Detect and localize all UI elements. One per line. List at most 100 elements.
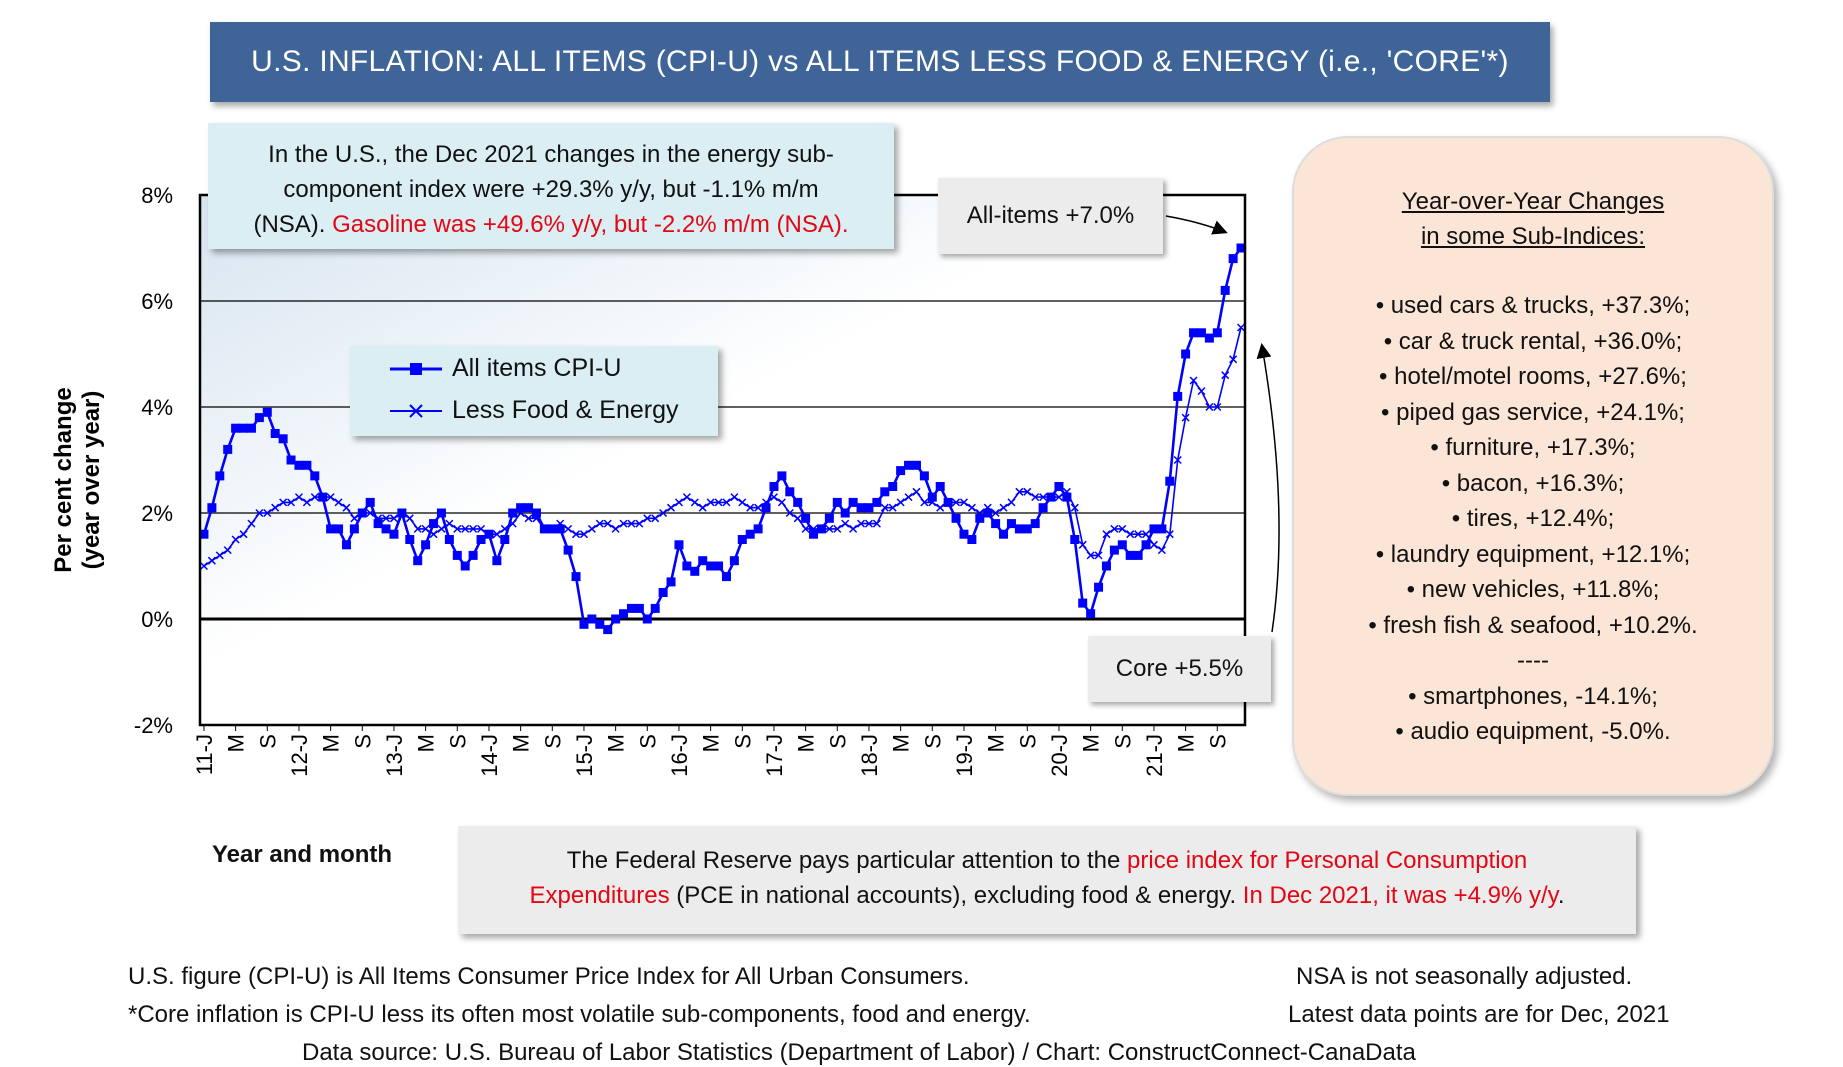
data-point	[1141, 540, 1151, 550]
data-point	[1014, 524, 1024, 534]
data-point	[666, 577, 676, 587]
data-point	[1237, 323, 1246, 332]
data-point	[896, 466, 906, 476]
data-point	[199, 529, 209, 539]
data-point	[516, 508, 525, 518]
data-point	[667, 503, 676, 512]
fed-note-pce-value: In Dec 2021, it was +4.9% y/y	[1242, 882, 1558, 909]
data-point	[215, 471, 225, 481]
data-point	[975, 508, 984, 518]
data-point	[389, 529, 399, 539]
data-point	[1221, 371, 1230, 380]
y-tick-label: 4%	[141, 395, 173, 420]
x-tick-label: M	[414, 734, 439, 752]
data-point	[975, 513, 985, 523]
plot-background	[200, 195, 1245, 725]
data-point	[1228, 254, 1238, 264]
sub-index-item: • car & truck rental, +36.0%;	[1383, 327, 1683, 355]
data-point	[1133, 550, 1143, 560]
data-point	[444, 535, 454, 544]
data-point	[714, 498, 723, 507]
data-point	[991, 508, 1000, 518]
data-point	[382, 514, 391, 523]
sub-indices-heading-line1: Year-over-Year Changes	[1401, 188, 1665, 215]
data-point	[1022, 524, 1032, 534]
data-point	[1149, 540, 1158, 549]
sub-indices-box: Year-over-Year Changes in some Sub-Indic…	[1292, 136, 1774, 796]
data-point	[1086, 609, 1096, 619]
data-point	[1126, 530, 1135, 539]
data-point	[896, 498, 905, 507]
data-point	[199, 561, 208, 571]
fed-note-text-2: (PCE in national accounts), excluding fo…	[669, 882, 1243, 909]
data-point	[706, 498, 715, 507]
data-point	[1220, 285, 1230, 295]
data-point	[302, 460, 312, 470]
data-point	[587, 524, 596, 533]
data-point	[437, 524, 446, 533]
data-point	[785, 508, 794, 518]
data-point	[809, 524, 818, 533]
data-point	[246, 423, 256, 433]
data-point	[1102, 530, 1111, 539]
data-point	[1142, 530, 1151, 539]
data-point	[223, 546, 232, 555]
footnote-latest: Latest data points are for Dec, 2021	[1288, 1001, 1670, 1028]
data-point	[349, 524, 359, 534]
data-point	[927, 492, 937, 502]
data-point	[294, 460, 304, 470]
data-point	[571, 572, 581, 582]
data-point	[477, 524, 486, 533]
data-point	[239, 530, 248, 539]
x-tick-label: S	[635, 734, 660, 749]
x-tick-label: S	[825, 734, 850, 749]
fed-note-highlight-2: Expenditures	[529, 882, 670, 909]
data-point	[611, 524, 620, 533]
data-point	[801, 513, 811, 523]
data-point	[1213, 402, 1222, 412]
energy-note-box: In the U.S., the Dec 2021 changes in the…	[208, 123, 894, 249]
data-point	[983, 503, 992, 512]
x-tick-label: S	[445, 734, 470, 749]
data-point	[714, 561, 724, 571]
data-point	[421, 540, 431, 550]
data-point	[1109, 545, 1119, 555]
data-point	[880, 503, 889, 512]
data-point	[397, 508, 406, 518]
data-point	[429, 519, 439, 529]
data-point	[951, 513, 961, 523]
data-point	[635, 519, 644, 528]
data-point	[793, 497, 803, 507]
footnote-cpi: U.S. figure (CPI-U) is All Items Consume…	[128, 963, 970, 990]
sub-indices-heading: Year-over-Year Changes in some Sub-Indic…	[1294, 184, 1772, 254]
data-point	[864, 503, 874, 513]
data-point	[524, 503, 534, 513]
data-point	[436, 508, 446, 518]
data-point	[1070, 535, 1080, 544]
data-point	[484, 530, 493, 539]
data-point	[904, 460, 914, 470]
data-point	[389, 514, 398, 523]
all-items-arrow	[1165, 215, 1228, 235]
data-point	[563, 545, 573, 555]
x-tick-label: 18-J	[857, 734, 882, 777]
data-point	[785, 487, 795, 497]
y-tick-label: 8%	[141, 183, 173, 208]
data-point	[564, 524, 573, 533]
data-point	[1070, 503, 1079, 512]
data-point	[825, 524, 834, 533]
data-point	[864, 519, 873, 528]
sub-index-item: • hotel/motel rooms, +27.6%;	[1379, 363, 1687, 390]
data-point	[1173, 455, 1182, 465]
data-point	[912, 487, 921, 496]
data-point	[207, 503, 217, 513]
data-point	[421, 524, 430, 533]
data-point	[556, 519, 565, 528]
data-point	[587, 614, 597, 624]
data-point	[579, 530, 588, 539]
data-point	[500, 524, 509, 533]
data-point	[999, 529, 1009, 539]
data-point	[334, 498, 343, 507]
data-point	[841, 519, 850, 528]
data-point	[579, 619, 589, 629]
